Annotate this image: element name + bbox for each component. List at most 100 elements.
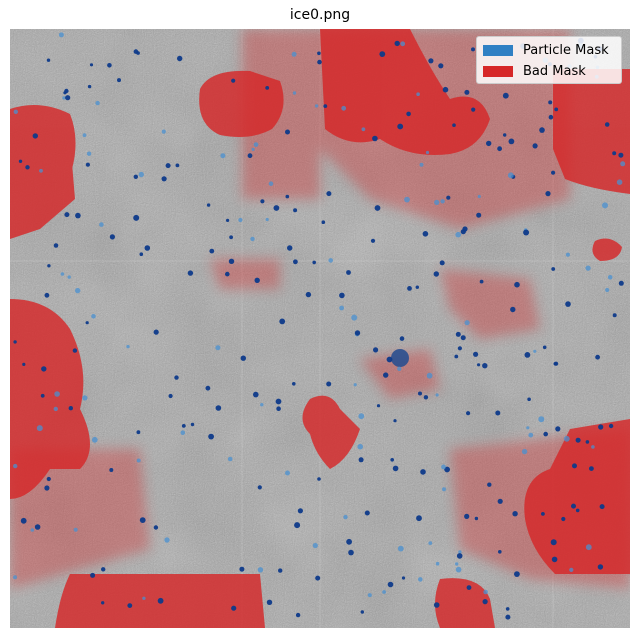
particle-dot — [435, 561, 440, 566]
particle-dot — [400, 41, 406, 47]
particle-dot — [487, 482, 492, 487]
particle-dot — [294, 522, 301, 529]
particle-dot — [554, 107, 559, 112]
particle-dot — [297, 508, 303, 514]
particle-dot — [292, 382, 296, 386]
bad-blob-9 — [435, 578, 495, 628]
particle-dot — [598, 424, 604, 430]
particle-dot — [64, 88, 69, 94]
particle-dot — [455, 331, 461, 337]
particle-dot — [91, 314, 96, 319]
particle-dot — [551, 267, 556, 271]
particle-dot — [386, 356, 393, 363]
particle-dot — [505, 614, 511, 620]
particle-dot — [265, 217, 269, 222]
particle-dot — [46, 476, 51, 482]
particle-dot — [254, 277, 260, 283]
particle-dot — [404, 196, 410, 203]
micrograph-svg — [10, 29, 630, 628]
particle-dot — [317, 59, 322, 65]
particle-dot — [68, 406, 73, 411]
particle-dot — [276, 406, 281, 412]
particle-dot — [266, 599, 273, 605]
particle-dot — [99, 222, 104, 227]
particle-dot — [620, 161, 626, 167]
particle-dot — [22, 362, 26, 366]
particle-dot — [40, 393, 45, 398]
legend-swatch-bad — [483, 66, 513, 77]
particle-dot — [455, 231, 462, 238]
particle-dot — [550, 539, 557, 546]
particle-dot — [585, 544, 592, 551]
particle-dot — [589, 466, 594, 471]
particle-dot — [30, 528, 35, 532]
particle-dot — [317, 51, 321, 56]
particle-dot — [251, 147, 255, 151]
particle-dot — [397, 366, 402, 371]
micrograph-image — [10, 29, 630, 628]
particle-dot — [572, 463, 577, 469]
particle-dot — [533, 349, 537, 353]
particle-dot — [524, 352, 531, 358]
particle-dot — [425, 150, 430, 155]
particle-dot — [85, 162, 90, 167]
legend-item-particle-mask: Particle Mask — [483, 40, 615, 61]
particle-dot — [435, 393, 439, 397]
particle-dot — [13, 109, 18, 115]
particle-mask-dots — [13, 32, 626, 620]
particle-dot — [126, 344, 130, 349]
particle-dot — [109, 468, 114, 472]
particle-dot — [457, 346, 462, 351]
particle-dot — [60, 272, 65, 276]
particle-dot — [575, 508, 580, 513]
particle-dot — [253, 142, 259, 147]
legend-label-particle: Particle Mask — [523, 43, 609, 58]
particle-dot — [180, 430, 186, 436]
particle-dot — [373, 347, 379, 353]
particle-dot — [215, 345, 221, 351]
particle-dot — [543, 431, 548, 437]
particle-dot — [423, 395, 429, 400]
particle-dot — [608, 423, 614, 429]
bad-blob-6 — [302, 395, 360, 469]
particle-dot — [394, 40, 400, 47]
particle-dot — [90, 572, 96, 578]
particle-dot — [466, 411, 471, 416]
particle-dot — [444, 466, 450, 473]
particle-dot — [164, 537, 170, 543]
particle-dot — [551, 170, 556, 175]
particle-dot — [458, 550, 462, 554]
particle-dot — [326, 191, 332, 197]
particle-dot — [291, 51, 297, 57]
particle-dot — [474, 516, 479, 521]
particle-dot — [428, 541, 433, 545]
particle-dot — [433, 271, 439, 277]
particle-dot — [351, 314, 358, 321]
particle-dot — [548, 114, 554, 120]
particle-dot — [101, 567, 106, 572]
particle-dot — [346, 538, 352, 545]
particle-dot — [561, 516, 566, 522]
particle-dot — [44, 485, 50, 491]
particle-dot — [339, 292, 345, 299]
particle-dot — [228, 258, 235, 264]
legend-label-bad: Bad Mask — [523, 64, 586, 79]
particle-dot — [161, 176, 167, 182]
bad-blob-4 — [553, 69, 630, 194]
bad-blob-10 — [592, 238, 622, 261]
particle-dot — [220, 153, 226, 159]
particle-dot — [348, 549, 354, 556]
particle-dot — [153, 329, 159, 335]
particle-dot — [305, 291, 312, 298]
legend-swatch-particle — [483, 45, 513, 56]
particle-dot — [231, 78, 236, 83]
particle-dot — [358, 457, 364, 463]
particle-dot — [260, 199, 265, 204]
particle-dot — [275, 398, 282, 405]
particle-dot — [20, 517, 27, 524]
particle-dot — [392, 465, 399, 472]
particle-dot — [85, 321, 89, 325]
particle-dot — [507, 172, 514, 179]
particle-dot — [393, 419, 397, 423]
particle-dot — [314, 104, 319, 108]
